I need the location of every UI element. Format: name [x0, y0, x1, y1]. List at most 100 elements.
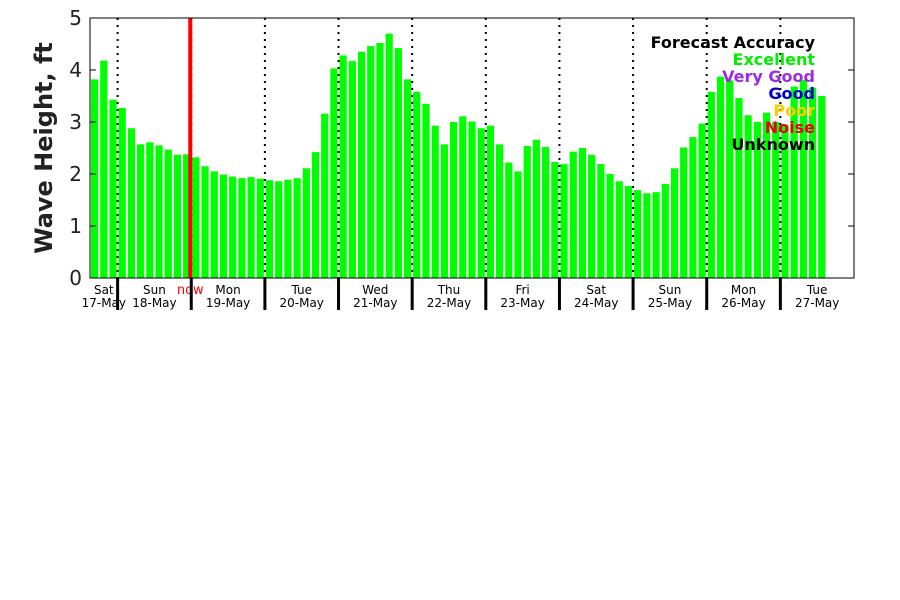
bar [468, 121, 476, 278]
day-label: Mon [215, 283, 240, 297]
bar [229, 176, 237, 278]
bar [422, 103, 430, 278]
bar [505, 162, 513, 278]
bar [799, 79, 807, 278]
bar [394, 48, 402, 278]
legend-item: Very Good [722, 67, 815, 86]
bar [726, 80, 734, 279]
bar [532, 139, 541, 278]
day-label: Mon [731, 283, 756, 297]
date-label: 25-May [648, 296, 692, 310]
bar [569, 151, 577, 278]
bar [818, 96, 826, 278]
y-tick-label: 3 [69, 110, 82, 134]
bar [707, 91, 715, 278]
bar [643, 193, 651, 278]
date-label: 22-May [427, 296, 471, 310]
y-tick-label: 2 [69, 162, 82, 186]
bar [514, 171, 522, 278]
bar [680, 147, 688, 278]
legend-item: Good [768, 84, 815, 103]
bar [183, 154, 191, 278]
day-label: Wed [362, 283, 388, 297]
date-label: 23-May [500, 296, 544, 310]
bar [486, 125, 495, 278]
bar [496, 144, 504, 278]
legend-item: Excellent [733, 50, 816, 69]
bar [311, 152, 320, 278]
bar [155, 145, 163, 278]
date-label: 27-May [795, 296, 839, 310]
bar [588, 154, 596, 278]
day-label: Tue [290, 283, 312, 297]
bar [615, 181, 623, 278]
day-label: Sat [586, 283, 606, 297]
bar [137, 144, 145, 278]
bar [302, 168, 310, 278]
bar [275, 181, 283, 278]
bar [376, 42, 384, 279]
bar [256, 178, 264, 278]
date-label: 21-May [353, 296, 397, 310]
bar [652, 192, 660, 278]
bars-group [91, 33, 826, 279]
legend-item: Unknown [731, 135, 815, 154]
date-label: 24-May [574, 296, 618, 310]
bar [606, 174, 614, 278]
bar [808, 87, 817, 279]
y-axis: 0 1 2 3 4 5 [69, 6, 854, 290]
date-label: 19-May [206, 296, 250, 310]
bar [238, 178, 246, 278]
bar [523, 145, 531, 278]
legend-title: Forecast Accuracy [651, 33, 816, 52]
bar [385, 33, 393, 278]
bar [762, 112, 771, 278]
bar [735, 98, 743, 278]
y-tick-label: 0 [69, 266, 82, 290]
day-label: Sun [143, 283, 166, 297]
y-tick-label: 4 [69, 58, 82, 82]
bar [744, 115, 752, 279]
bar [772, 122, 780, 278]
bar [219, 174, 228, 278]
bar [265, 180, 274, 278]
y-tick-label: 1 [69, 214, 82, 238]
bar [100, 60, 108, 278]
bar [477, 128, 485, 278]
day-label: Thu [437, 283, 461, 297]
bar [109, 99, 117, 278]
date-label: 17-May [82, 296, 126, 310]
bar [192, 157, 200, 278]
bar [661, 183, 669, 278]
date-label: 18-May [132, 296, 176, 310]
y-tick-label: 5 [69, 6, 82, 30]
bar [330, 68, 338, 278]
bar [716, 76, 725, 278]
bar [146, 142, 154, 278]
bar [127, 128, 136, 278]
plot-frame [89, 17, 855, 279]
bar [542, 146, 550, 278]
bar [459, 116, 467, 278]
bar [781, 124, 789, 278]
bar [597, 164, 605, 278]
legend-item: Poor [773, 101, 815, 120]
bar [431, 125, 439, 278]
date-label: 26-May [721, 296, 765, 310]
x-axis: Sat17-MaySun18-MayMon19-MayTue20-MayWed2… [82, 278, 839, 310]
bar [91, 79, 99, 278]
bar [210, 171, 218, 278]
day-label: Sun [658, 283, 681, 297]
bar [173, 154, 182, 278]
bar [413, 91, 421, 278]
bar [560, 164, 568, 278]
bar [201, 166, 209, 278]
y-axis-label: Wave Height, ft [30, 42, 58, 254]
bar [164, 149, 172, 278]
bar [753, 122, 761, 278]
bar [293, 178, 301, 278]
bar [247, 177, 255, 278]
bar [403, 79, 412, 278]
